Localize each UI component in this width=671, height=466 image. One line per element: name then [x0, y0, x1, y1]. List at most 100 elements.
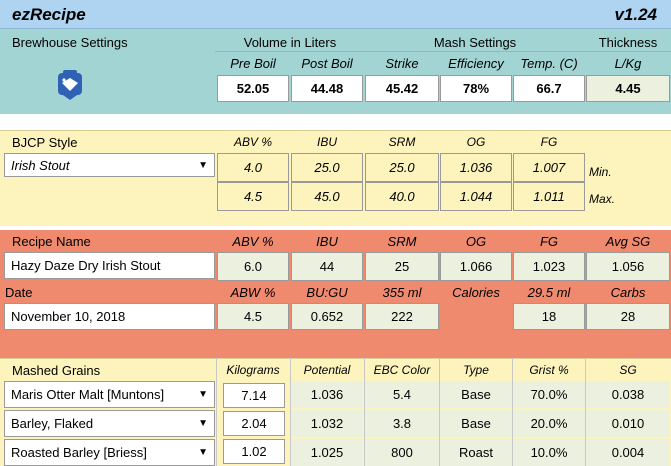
recipe-calories-355-value: 222: [365, 303, 439, 330]
brewhouse-section: Brewhouse Settings Volume in Liters Mash…: [0, 29, 671, 114]
grains-header-ebc: EBC Color: [373, 363, 431, 377]
grid-line: [364, 358, 365, 466]
brew-kettle-icon[interactable]: [55, 69, 85, 101]
header-strike: Strike: [385, 55, 419, 71]
header-post-boil: Post Boil: [301, 55, 353, 71]
grain-grist-1: 70.0%: [513, 381, 585, 408]
recipe-fg-value: 1.023: [513, 252, 585, 281]
grain-ebc-3: 800: [365, 439, 439, 466]
grid-line: [512, 358, 513, 466]
recipe-bugu-value: 0.652: [291, 303, 363, 330]
brewhouse-divider: [215, 51, 671, 52]
bjcp-header-srm: SRM: [388, 135, 416, 149]
bjcp-max-abv: 4.5: [217, 182, 289, 211]
grain-sg-3: 0.004: [586, 439, 670, 466]
volume-label: Volume in Liters: [243, 34, 337, 50]
grain-select-1[interactable]: Maris Otter Malt [Muntons] ▼: [4, 381, 215, 408]
grain-kg-input-2[interactable]: 2.04: [223, 411, 285, 436]
bjcp-max-og: 1.044: [440, 182, 512, 211]
grain-potential-1: 1.036: [291, 381, 363, 408]
grain-kg-input-1[interactable]: 7.14: [223, 383, 285, 408]
grid-line: [290, 358, 291, 466]
recipe-header-fg: FG: [539, 233, 559, 249]
grain-select-2[interactable]: Barley, Flaked ▼: [4, 410, 215, 437]
header-pre-boil: Pre Boil: [230, 55, 276, 71]
chevron-down-icon[interactable]: ▼: [198, 447, 208, 458]
grain-ebc-1: 5.4: [365, 381, 439, 408]
bjcp-min-abv: 4.0: [217, 153, 289, 182]
grain-type-3: Roast: [440, 439, 512, 466]
bjcp-header-abv: ABV %: [233, 135, 272, 149]
recipe-header-carbs: Carbs: [610, 284, 646, 300]
grains-header-grist: Grist %: [529, 363, 569, 377]
bjcp-min-og: 1.036: [440, 153, 512, 182]
grains-header-sg: SG: [619, 363, 637, 377]
bjcp-min-fg: 1.007: [513, 153, 585, 182]
bjcp-max-srm: 40.0: [365, 182, 439, 211]
recipe-og-value: 1.066: [440, 252, 512, 281]
thickness-label: Thickness: [598, 34, 658, 50]
header-lkg: L/Kg: [614, 55, 642, 71]
bjcp-style-select[interactable]: Irish Stout ▼: [4, 153, 215, 177]
bjcp-min-ibu: 25.0: [291, 153, 363, 182]
lkg-value: 4.45: [586, 75, 670, 102]
grain-ebc-2: 3.8: [365, 410, 439, 437]
grain-name-2: Barley, Flaked: [11, 416, 94, 431]
recipe-header-abv: ABV %: [232, 233, 274, 249]
bjcp-style-value: Irish Stout: [11, 157, 70, 173]
bjcp-label: BJCP Style: [12, 134, 78, 150]
strike-input[interactable]: 45.42: [365, 75, 439, 102]
temp-input[interactable]: 66.7: [513, 75, 585, 102]
title-bar: ezRecipe v1.24: [0, 0, 671, 29]
grain-type-2: Base: [440, 410, 512, 437]
recipe-ibu-value: 44: [291, 252, 363, 281]
grain-grist-3: 10.0%: [513, 439, 585, 466]
bjcp-header-fg: FG: [540, 135, 558, 149]
bjcp-max-label: Max.: [589, 192, 616, 206]
header-temp: Temp. (C): [520, 55, 578, 71]
chevron-down-icon[interactable]: ▼: [198, 389, 208, 400]
grain-sg-1: 0.038: [586, 381, 670, 408]
recipe-header-avg-sg: Avg SG: [605, 233, 651, 249]
recipe-avg-sg-value: 1.056: [586, 252, 670, 281]
pre-boil-input[interactable]: 52.05: [217, 75, 289, 102]
bjcp-max-ibu: 45.0: [291, 182, 363, 211]
recipe-header-abw: ABW %: [230, 284, 276, 300]
grid-line: [439, 358, 440, 466]
recipe-name-input[interactable]: Hazy Daze Dry Irish Stout: [4, 252, 215, 279]
date-input[interactable]: November 10, 2018: [4, 303, 215, 330]
recipe-header-calories: Calories: [452, 284, 500, 300]
post-boil-input[interactable]: 44.48: [291, 75, 363, 102]
grain-name-1: Maris Otter Malt [Muntons]: [11, 387, 165, 402]
mash-settings-label: Mash Settings: [433, 34, 517, 50]
bjcp-max-fg: 1.011: [513, 182, 585, 211]
app-version: v1.24: [614, 4, 657, 24]
recipe-abv-value: 6.0: [217, 252, 289, 281]
date-label: Date: [5, 284, 33, 300]
recipe-header-srm: SRM: [387, 233, 417, 249]
brewhouse-label: Brewhouse Settings: [12, 34, 128, 50]
grain-sg-2: 0.010: [586, 410, 670, 437]
recipe-srm-value: 25: [365, 252, 439, 281]
recipe-header-bugu: BU:GU: [306, 284, 348, 300]
recipe-calories-29-value: 18: [513, 303, 585, 330]
grain-kg-input-3[interactable]: 1.02: [223, 439, 285, 464]
bjcp-header-ibu: IBU: [316, 135, 337, 149]
grains-section: Mashed Grains Kilograms Potential EBC Co…: [0, 358, 671, 466]
efficiency-input[interactable]: 78%: [440, 75, 512, 102]
grain-type-1: Base: [440, 381, 512, 408]
grains-label: Mashed Grains: [12, 362, 101, 378]
chevron-down-icon[interactable]: ▼: [198, 418, 208, 429]
grain-grist-2: 20.0%: [513, 410, 585, 437]
grain-name-3: Roasted Barley [Briess]: [11, 445, 147, 460]
recipe-header-29ml: 29.5 ml: [527, 284, 571, 300]
recipe-section: Recipe Name ABV % IBU SRM OG FG Avg SG H…: [0, 230, 671, 330]
chevron-down-icon[interactable]: ▼: [198, 159, 208, 171]
recipe-calories-blank: [440, 303, 512, 330]
grain-potential-3: 1.025: [291, 439, 363, 466]
recipe-header-og: OG: [465, 233, 487, 249]
header-efficiency: Efficiency: [448, 55, 504, 71]
bjcp-header-og: OG: [466, 135, 486, 149]
grains-header-potential: Potential: [303, 363, 351, 377]
grain-select-3[interactable]: Roasted Barley [Briess] ▼: [4, 439, 215, 466]
